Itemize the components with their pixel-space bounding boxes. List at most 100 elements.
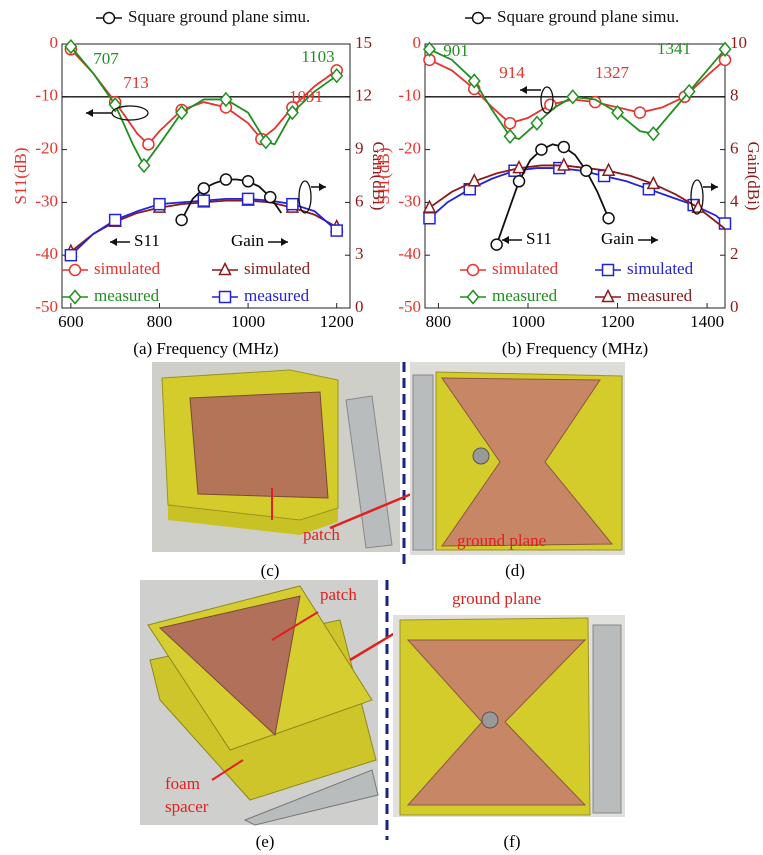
copper-patch <box>190 392 328 498</box>
y-tick-label: -50 <box>398 297 421 316</box>
legend-marker <box>473 13 484 24</box>
legend-label: Square ground plane simu. <box>497 7 679 26</box>
y2-tick-label: 0 <box>730 297 739 316</box>
legend-marker <box>603 265 614 276</box>
annotation: 914 <box>499 63 525 82</box>
y-tick-label: -10 <box>398 86 421 105</box>
marker <box>243 193 254 204</box>
arrowhead <box>502 236 509 244</box>
caption: (a) Frequency (MHz) <box>133 339 278 358</box>
y2-tick-label: 3 <box>355 244 364 263</box>
caption-letter: (b) <box>502 339 522 358</box>
marker <box>176 215 187 226</box>
legend-marker <box>104 13 115 24</box>
marker <box>265 192 276 203</box>
legend-label: simulated <box>244 259 311 278</box>
legend-marker <box>70 291 81 304</box>
marker <box>198 195 209 206</box>
y2-tick-label: 10 <box>730 33 747 52</box>
photo-caption: (d) <box>505 561 525 580</box>
x-tick-label: 1000 <box>511 312 545 331</box>
legend-label: simulated <box>627 259 694 278</box>
arrow-label: Gain <box>231 231 265 250</box>
arrowhead <box>651 236 658 244</box>
y-tick-label: -10 <box>35 86 58 105</box>
marker <box>536 144 547 155</box>
annotation: 901 <box>443 41 469 60</box>
marker <box>220 174 231 185</box>
marker <box>143 139 154 150</box>
series-line <box>497 144 609 244</box>
annotation: 713 <box>123 73 149 92</box>
y-tick-label: -50 <box>35 297 58 316</box>
marker <box>720 218 731 229</box>
annotation: 1091 <box>289 87 323 106</box>
y2-axis-label: Gain(dBi) <box>744 142 763 211</box>
y2-tick-label: 6 <box>355 191 364 210</box>
marker <box>424 43 435 56</box>
marker <box>243 176 254 187</box>
photo-f: ground plane (f) <box>393 589 625 851</box>
ruler <box>413 375 433 550</box>
x-tick-label: 800 <box>147 312 173 331</box>
caption: (b) Frequency (MHz) <box>502 339 648 358</box>
arrowhead <box>86 109 93 117</box>
marker <box>567 90 578 103</box>
photo-caption: (e) <box>256 832 275 851</box>
y2-tick-label: 4 <box>730 191 739 210</box>
marker <box>198 183 209 194</box>
legend-marker <box>468 291 479 304</box>
marker <box>424 213 435 224</box>
legend-label: Square ground plane simu. <box>128 7 310 26</box>
y-tick-label: -40 <box>35 244 58 263</box>
arrow-label: Gain <box>601 229 635 248</box>
photo-label: ground plane <box>452 589 541 608</box>
caption-letter: (a) <box>133 339 152 358</box>
photo-caption: (f) <box>504 832 521 851</box>
arrowhead <box>711 183 718 191</box>
x-tick-label: 600 <box>58 312 84 331</box>
photo-caption: (c) <box>261 561 280 580</box>
legend-marker <box>70 265 81 276</box>
x-tick-label: 800 <box>426 312 452 331</box>
marker <box>65 250 76 261</box>
annotation: 1103 <box>301 47 334 66</box>
legend-marker <box>220 292 231 303</box>
marker <box>491 239 502 250</box>
y-tick-label: -30 <box>35 191 58 210</box>
marker <box>505 118 516 129</box>
legend-label: measured <box>94 286 160 305</box>
connector <box>473 448 489 464</box>
legend-label: simulated <box>492 259 559 278</box>
y2-tick-label: 2 <box>730 244 739 263</box>
marker <box>331 225 342 236</box>
annotation: 1341 <box>657 39 691 58</box>
arrowhead <box>520 86 527 94</box>
marker <box>581 165 592 176</box>
y-tick-label: -40 <box>398 244 421 263</box>
y2-tick-label: 6 <box>730 139 739 158</box>
axis-indicator <box>112 106 148 120</box>
arrowhead <box>319 183 326 191</box>
photo-c: patch (c) <box>152 362 446 580</box>
arrow-label: S11 <box>134 231 160 250</box>
y-axis-label: S11(dB) <box>11 148 30 205</box>
marker <box>558 141 569 152</box>
connector <box>482 712 498 728</box>
annotation: 707 <box>93 49 119 68</box>
x-tick-label: 1000 <box>231 312 265 331</box>
legend-label: measured <box>492 286 558 305</box>
y-axis-label: S11(dB) <box>374 148 393 205</box>
figure: -50-40-30-20-1000369121560080010001200S1… <box>0 0 763 855</box>
marker <box>110 215 121 226</box>
marker <box>634 107 645 118</box>
y2-tick-label: 12 <box>355 86 372 105</box>
y-tick-label: -20 <box>35 139 58 158</box>
arrowhead <box>110 238 117 246</box>
arrow-label: S11 <box>526 229 552 248</box>
legend-label: simulated <box>94 259 161 278</box>
y-tick-label: 0 <box>413 33 422 52</box>
legend-marker <box>220 264 231 275</box>
y2-tick-label: 15 <box>355 33 372 52</box>
